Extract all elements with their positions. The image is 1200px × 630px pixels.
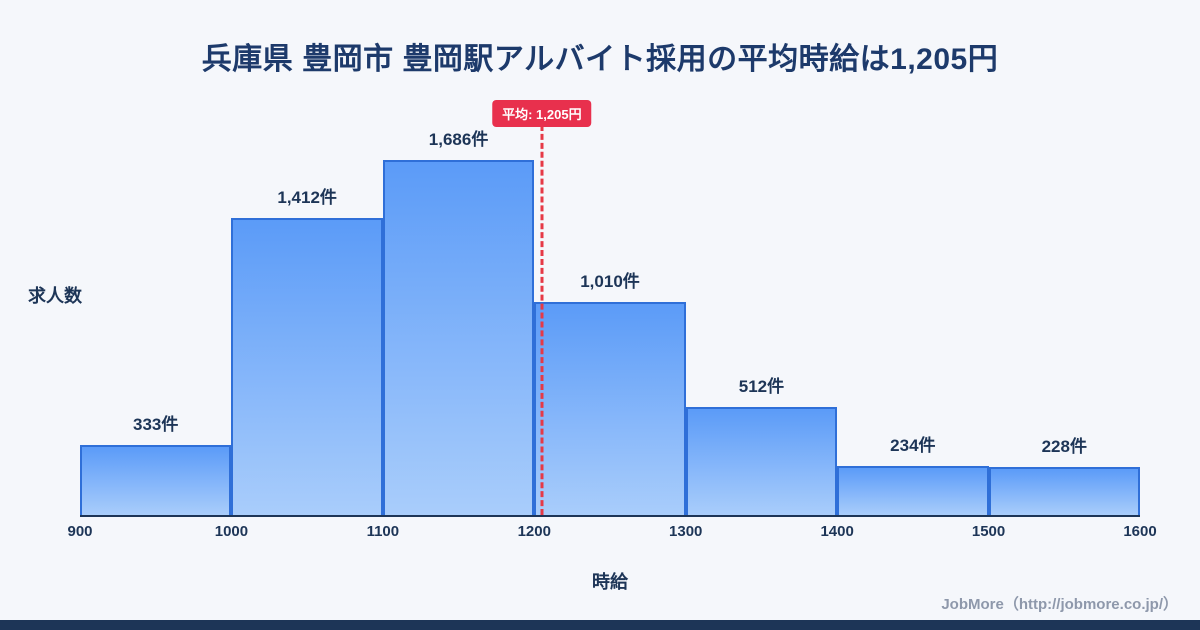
average-line	[540, 125, 544, 515]
x-axis-label: 時給	[592, 572, 628, 592]
histogram-bar	[685, 407, 838, 515]
histogram-bar	[80, 444, 232, 515]
x-tick-label: 1200	[517, 523, 551, 540]
y-axis-label: 求人数	[28, 286, 82, 306]
x-tick-label: 900	[67, 523, 93, 540]
x-tick-label: 1500	[971, 523, 1006, 540]
x-tick-label: 1100	[366, 523, 400, 540]
x-tick-label: 1600	[1123, 523, 1157, 540]
bar-value-label: 512件	[738, 377, 785, 397]
bar-value-label: 1,010件	[580, 272, 640, 292]
x-axis-line	[80, 515, 1140, 517]
chart-title: 兵庫県 豊岡市 豊岡駅アルバイト採用の平均時給は1,205円	[201, 43, 999, 76]
plot-area: 333件 1,412件 1,686件 1,010件 512件 234件 228件 平均: 1…	[67, 100, 1157, 540]
histogram-bar	[837, 465, 989, 515]
histogram-bar	[534, 302, 686, 515]
histogram-bar	[231, 217, 383, 515]
average-badge: 平均: 1,205円	[492, 100, 592, 127]
histogram-bar	[382, 160, 535, 515]
bar-value-label: 333件	[133, 414, 179, 434]
footer-credit: JobMore（http://jobmore.co.jp/）	[941, 596, 1178, 613]
x-axis-ticks: 900 1000 1100 1200 1300 1400 1500 1600	[67, 515, 1156, 545]
bar-value-label: 234件	[890, 435, 936, 455]
x-tick-label: 1400	[820, 523, 854, 540]
bar-value-label: 1,686件	[428, 130, 489, 149]
bottom-accent-bar	[0, 620, 1200, 630]
histogram-bar	[988, 467, 1140, 515]
bar-value-label: 228件	[1041, 437, 1087, 456]
bar-value-label: 1,412件	[277, 187, 337, 207]
x-tick-label: 1300	[669, 523, 703, 540]
x-tick-label: 1000	[214, 523, 249, 540]
